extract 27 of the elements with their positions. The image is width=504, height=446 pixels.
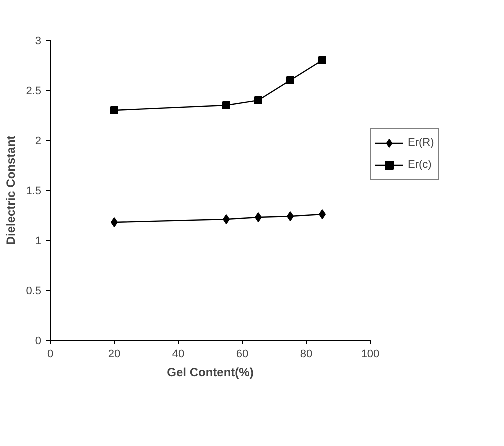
x-tick-label: 40 <box>172 348 185 360</box>
point <box>111 218 118 228</box>
y-tick-label: 1 <box>35 236 42 248</box>
point <box>110 106 118 114</box>
y-axis-title: Dielectric Constant <box>4 136 18 246</box>
x-tick-label: 20 <box>108 348 121 360</box>
y-tick-label: 2 <box>35 136 42 148</box>
x-tick-label: 0 <box>47 348 54 360</box>
legend-label: Er(c) <box>408 159 432 171</box>
point <box>287 212 294 222</box>
x-tick-label: 80 <box>300 348 313 360</box>
y-tick-label: 2.5 <box>26 86 42 98</box>
y-tick-label: 0.5 <box>26 286 42 298</box>
x-tick-label: 100 <box>361 348 380 360</box>
point <box>222 102 230 110</box>
x-axis-title: Gel Content(%) <box>167 366 254 380</box>
point <box>223 214 230 224</box>
point <box>319 210 326 220</box>
point <box>254 96 262 104</box>
x-tick-label: 60 <box>236 348 249 360</box>
y-tick-label: 1.5 <box>26 186 42 198</box>
point <box>318 56 326 64</box>
y-tick-label: 3 <box>35 36 42 48</box>
point <box>255 212 262 222</box>
point <box>286 76 294 84</box>
legend-label: Er(R) <box>408 137 434 149</box>
y-tick-label: 0 <box>35 336 42 348</box>
